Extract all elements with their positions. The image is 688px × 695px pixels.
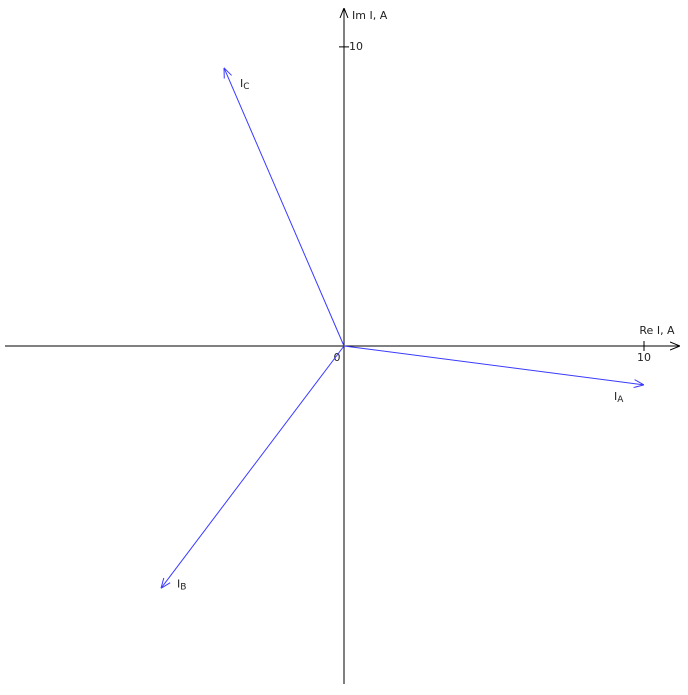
x-tick-label: 10: [637, 351, 651, 364]
phasor-subscript: C: [243, 81, 249, 91]
phasor-vector: [343, 345, 644, 385]
y-tick-label: 10: [349, 40, 363, 53]
phasor-label: IB: [177, 577, 186, 592]
x-tick-label: 0: [334, 351, 341, 364]
phasor-vector: [161, 345, 345, 588]
phasor-name: I: [240, 77, 243, 90]
phasor-subscript: A: [617, 394, 624, 404]
phasor-name: I: [614, 390, 617, 403]
phasor-vector: [224, 68, 345, 347]
phasor-subscript: B: [180, 582, 186, 592]
y-axis-label: Im I, A: [352, 9, 388, 22]
phasor-name: I: [177, 577, 180, 590]
phasor-label: IA: [614, 390, 624, 405]
phasor-label: IC: [240, 77, 250, 92]
x-axis-label: Re I, A: [639, 324, 675, 337]
